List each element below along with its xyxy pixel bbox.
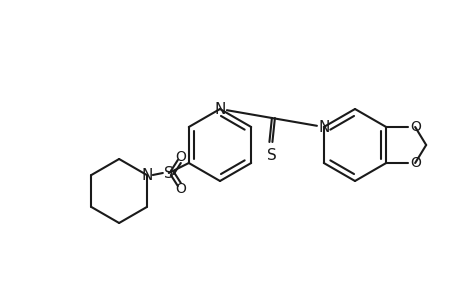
Text: N: N	[318, 119, 329, 134]
Text: O: O	[409, 156, 420, 170]
Text: O: O	[409, 120, 420, 134]
Text: S: S	[163, 166, 174, 181]
Text: S: S	[267, 148, 276, 163]
Text: O: O	[175, 182, 186, 196]
Text: N: N	[141, 167, 152, 182]
Text: O: O	[175, 150, 186, 164]
Text: N: N	[214, 101, 225, 116]
